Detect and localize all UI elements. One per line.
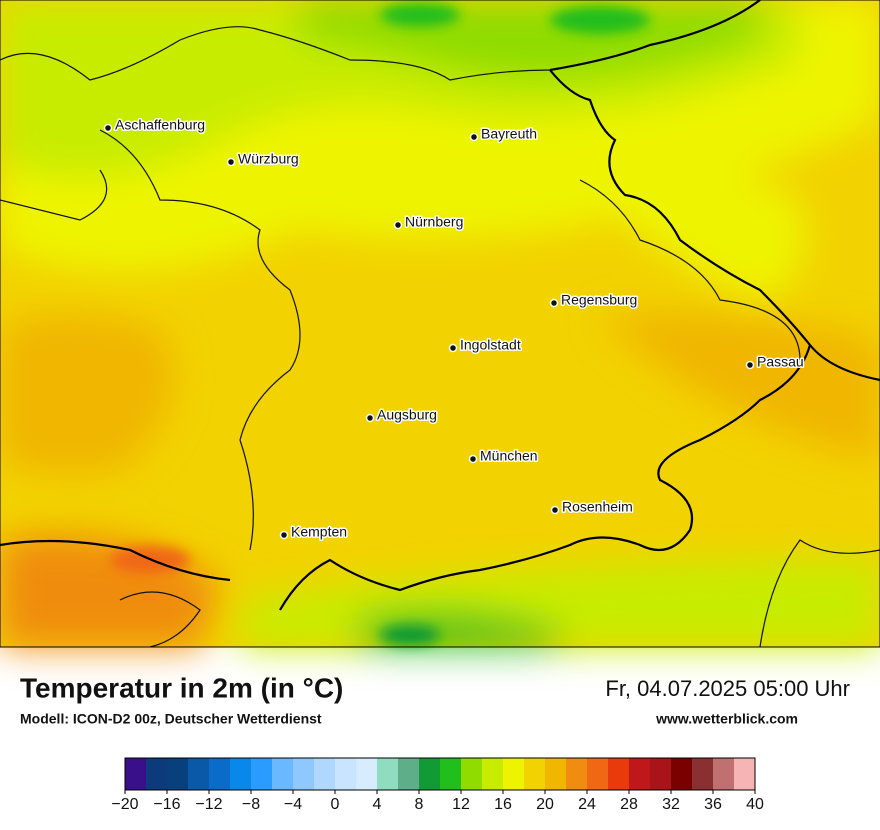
colorbar-swatch — [608, 758, 630, 790]
colorbar-swatch — [629, 758, 651, 790]
colorbar-tick-label: 20 — [536, 796, 554, 813]
city-dot — [103, 123, 113, 133]
colorbar-swatch — [461, 758, 483, 790]
colorbar-swatch — [482, 758, 504, 790]
colorbar-swatch — [125, 758, 147, 790]
colorbar-swatch — [713, 758, 735, 790]
colorbar-swatch — [188, 758, 210, 790]
colorbar-frame — [124, 757, 756, 791]
city-dot — [448, 343, 458, 353]
colorbar-swatch — [314, 758, 336, 790]
colorbar-tick-label: 16 — [494, 796, 512, 813]
colorbar-swatch — [692, 758, 714, 790]
city-label: Aschaffenburg — [115, 117, 205, 133]
colorbar-swatch — [398, 758, 420, 790]
title: Temperatur in 2m (in °C) — [20, 672, 343, 703]
colorbar-tick-label: 8 — [415, 796, 424, 813]
map-field — [0, 0, 880, 647]
city-dot — [550, 505, 560, 515]
colorbar-swatch — [419, 758, 441, 790]
colorbar-swatch — [545, 758, 567, 790]
map-frame — [0, 0, 880, 648]
city-label: Ingolstadt — [460, 337, 521, 353]
colorbar-tick-label: 24 — [578, 796, 596, 813]
city-dot — [549, 298, 559, 308]
city-dot — [468, 454, 478, 464]
colorbar-tick-label: −12 — [195, 796, 222, 813]
colorbar-tick-label: −20 — [111, 796, 138, 813]
colorbar-tick-label: 40 — [746, 796, 764, 813]
colorbar-tick-label: −4 — [284, 796, 302, 813]
colorbar-swatch — [293, 758, 315, 790]
colorbar-swatch — [440, 758, 462, 790]
borders — [0, 0, 880, 648]
colorbar-swatch — [524, 758, 546, 790]
city-label: München — [480, 448, 538, 464]
colorbar-swatch — [377, 758, 399, 790]
colorbar-swatch — [251, 758, 273, 790]
colorbar-swatch — [209, 758, 231, 790]
city-label: Rosenheim — [562, 499, 633, 515]
city-label: Augsburg — [377, 407, 437, 423]
subtitle: Modell: ICON-D2 00z, Deutscher Wetterdie… — [20, 711, 322, 727]
colorbar-swatch — [734, 758, 756, 790]
colorbar-swatch — [146, 758, 168, 790]
colorbar-tick-label: 36 — [704, 796, 722, 813]
city-dot — [365, 413, 375, 423]
city-dot — [279, 530, 289, 540]
colorbar-tick-label: −8 — [242, 796, 260, 813]
city-dot — [393, 220, 403, 230]
colorbar-swatch — [566, 758, 588, 790]
colorbar-tick-label: 4 — [373, 796, 382, 813]
colorbar-swatch — [167, 758, 189, 790]
colorbar-tick-label: 12 — [452, 796, 470, 813]
colorbar-swatch — [230, 758, 252, 790]
colorbar-swatch — [650, 758, 672, 790]
colorbar-swatch — [335, 758, 357, 790]
colorbar-swatch — [272, 758, 294, 790]
city-label: Passau — [757, 354, 804, 370]
colorbar-tick-label: −16 — [153, 796, 180, 813]
colorbar-tick-label: 28 — [620, 796, 638, 813]
city-dot — [469, 132, 479, 142]
website: www.wetterblick.com — [655, 711, 798, 727]
city-label: Würzburg — [238, 151, 299, 167]
city-dot — [745, 360, 755, 370]
colorbar-swatch — [503, 758, 525, 790]
colorbar-swatch — [671, 758, 693, 790]
colorbar-swatch — [356, 758, 378, 790]
datetime: Fr, 04.07.2025 05:00 Uhr — [605, 676, 850, 701]
colorbar-swatch — [587, 758, 609, 790]
city-dot — [226, 157, 236, 167]
colorbar-tick-label: 32 — [662, 796, 680, 813]
colorbar-tick-label: 0 — [331, 796, 340, 813]
city-label: Kempten — [291, 524, 347, 540]
city-label: Bayreuth — [481, 126, 537, 142]
city-label: Nürnberg — [405, 214, 463, 230]
city-label: Regensburg — [561, 292, 637, 308]
